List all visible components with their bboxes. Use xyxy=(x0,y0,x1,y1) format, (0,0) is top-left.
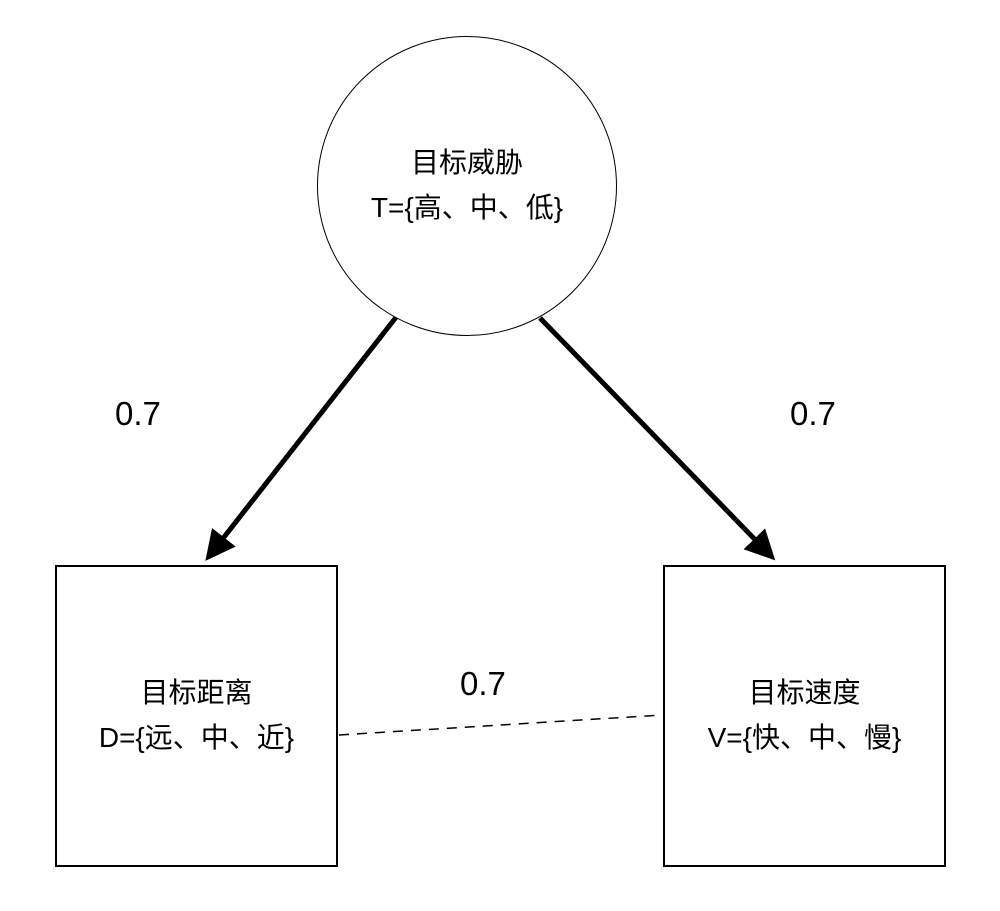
edge-label-distance-velocity: 0.7 xyxy=(460,665,506,703)
node-velocity-values: V={快、中、慢} xyxy=(708,716,902,761)
node-threat-values: T={高、中、低} xyxy=(371,186,563,231)
edge-threat-velocity xyxy=(540,318,770,555)
edge-label-threat-velocity: 0.7 xyxy=(790,395,836,433)
node-velocity: 目标速度 V={快、中、慢} xyxy=(663,565,946,867)
diagram-container: 目标威胁 T={高、中、低} 目标距离 D={远、中、近} 目标速度 V={快、… xyxy=(0,0,1000,911)
node-velocity-title: 目标速度 xyxy=(748,671,860,716)
node-distance: 目标距离 D={远、中、近} xyxy=(55,565,338,867)
node-distance-title: 目标距离 xyxy=(140,671,252,716)
edge-distance-velocity xyxy=(339,715,662,735)
node-distance-values: D={远、中、近} xyxy=(99,716,294,761)
edge-threat-distance xyxy=(210,316,397,555)
node-threat-title: 目标威胁 xyxy=(411,141,523,186)
edge-label-threat-distance: 0.7 xyxy=(115,395,161,433)
node-threat: 目标威胁 T={高、中、低} xyxy=(317,36,617,336)
